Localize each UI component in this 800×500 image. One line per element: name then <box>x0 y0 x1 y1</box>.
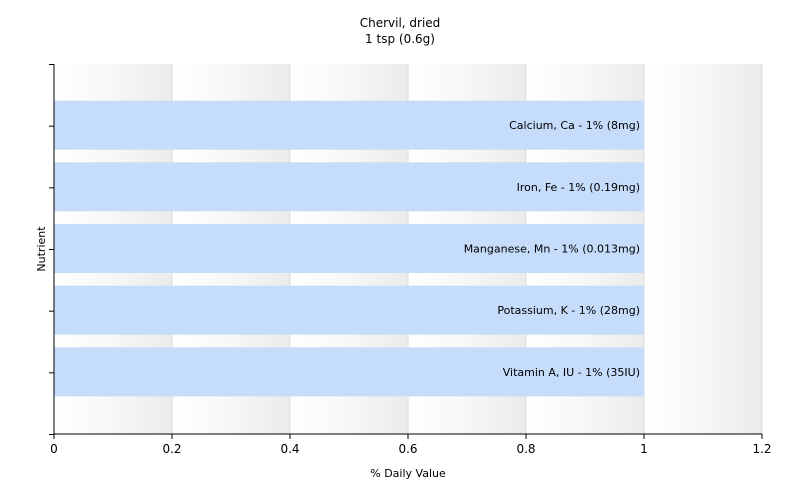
x-tick-label: 0.8 <box>516 442 535 456</box>
bar-label: Iron, Fe - 1% (0.19mg) <box>517 181 640 194</box>
x-axis-title: % Daily Value <box>370 467 446 480</box>
bars: Calcium, Ca - 1% (8mg) Iron, Fe - 1% (0.1… <box>54 100 644 397</box>
bar-label: Vitamin A, IU - 1% (35IU) <box>503 366 640 379</box>
bar-label: Calcium, Ca - 1% (8mg) <box>509 119 640 132</box>
bar-label: Manganese, Mn - 1% (0.013mg) <box>464 243 640 256</box>
bar-label: Potassium, K - 1% (28mg) <box>497 304 640 317</box>
y-axis-title: Nutrient <box>35 226 48 272</box>
chart-subtitle: 1 tsp (0.6g) <box>365 32 435 46</box>
bar <box>54 347 644 397</box>
bar <box>54 224 644 273</box>
bar <box>54 285 644 335</box>
bar <box>54 162 644 212</box>
x-tick-label: 0.2 <box>162 442 181 456</box>
bar <box>54 100 644 150</box>
axes: 0 0.2 0.4 0.6 0.8 1 1.2 <box>49 64 772 456</box>
x-tick-label: 1.2 <box>752 442 771 456</box>
plot-band <box>644 64 762 434</box>
x-tick-label: 1 <box>640 442 648 456</box>
x-tick-label: 0 <box>50 442 58 456</box>
chart-title: Chervil, dried <box>359 16 441 30</box>
chart-title-block: Chervil, dried 1 tsp (0.6g) <box>0 15 800 47</box>
x-tick-label: 0.4 <box>280 442 299 456</box>
x-tick-label: 0.6 <box>398 442 417 456</box>
